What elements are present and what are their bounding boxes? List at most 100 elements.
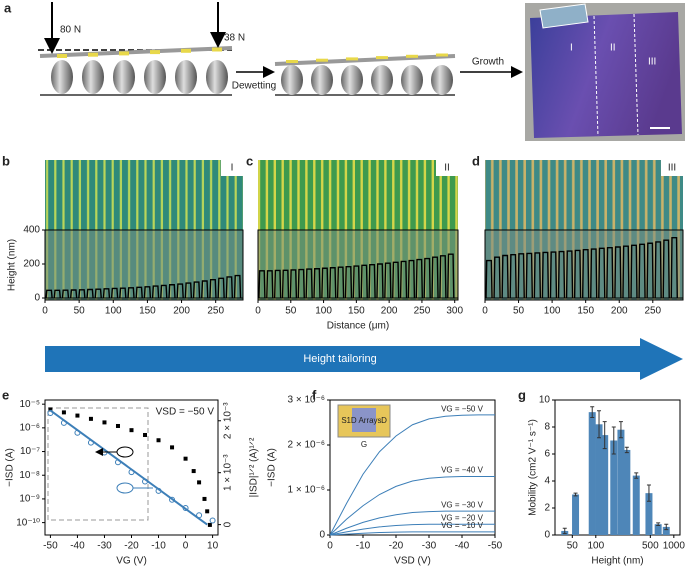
marker <box>61 410 66 415</box>
pillar <box>206 60 228 94</box>
annotation: VSD = −50 V <box>156 407 215 418</box>
x-tick-label: 100 <box>544 306 561 317</box>
droplet <box>436 53 448 57</box>
region-label: I <box>231 163 234 174</box>
x-tick-label: 250 <box>414 306 431 317</box>
marker <box>143 432 148 437</box>
bar <box>610 440 618 535</box>
profile-peak <box>151 285 160 299</box>
marker <box>197 480 202 485</box>
profile-peak <box>209 278 217 299</box>
bar <box>645 493 653 535</box>
profile-peak <box>352 265 361 299</box>
profile-peak <box>135 286 143 299</box>
inset <box>539 3 589 29</box>
profile-peak <box>336 266 345 299</box>
error-bar <box>624 446 629 454</box>
profile-peak <box>297 268 305 299</box>
profile-peak <box>94 288 102 299</box>
curve-label: VG = −20 V <box>441 513 483 522</box>
region-divider <box>593 15 599 137</box>
panel-label: c <box>246 153 253 168</box>
profile-peak <box>368 263 376 299</box>
droplet <box>346 57 358 61</box>
profile-peak <box>517 253 525 299</box>
x-axis-label: Height (nm) <box>591 556 643 567</box>
y-tick-label: 10⁻⁶ <box>19 423 40 434</box>
profile-peak <box>225 276 234 299</box>
bar <box>595 424 603 535</box>
profile-peak <box>78 289 86 299</box>
pillar <box>175 60 197 94</box>
profile-peak <box>192 281 201 299</box>
pillar <box>51 60 73 94</box>
profile-peak <box>273 269 282 299</box>
profile-peak <box>439 255 447 299</box>
profile-peak <box>501 254 509 299</box>
marker <box>170 445 175 450</box>
y-axis-label: Mobility (cm2 V⁻¹ s⁻¹) <box>528 419 539 516</box>
x-tick-label: 50 <box>513 306 525 317</box>
curve <box>329 414 495 536</box>
marker <box>183 456 188 461</box>
curve <box>329 531 495 536</box>
x-tick-label: 200 <box>611 306 628 317</box>
y-tick-label: 8 <box>544 422 550 433</box>
panel-label: g <box>518 387 526 402</box>
pillar <box>431 65 453 95</box>
profile-peak <box>590 248 598 299</box>
x-tick-label: 500 <box>642 541 659 552</box>
y-tick-label: 1 × 10⁻³ <box>223 454 234 491</box>
marker <box>88 416 93 421</box>
error-bar <box>618 421 623 439</box>
profile-peak <box>102 288 111 299</box>
profile-peak <box>384 262 392 299</box>
curve-marker <box>116 482 134 494</box>
profile-peak <box>485 259 493 299</box>
x-tick-label: 200 <box>173 306 190 317</box>
x-axis-label: VSD (V) <box>394 556 431 567</box>
droplet <box>150 50 160 55</box>
y-tick-label: 2 × 10⁻³ <box>223 402 234 439</box>
panel-label: d <box>472 153 480 168</box>
y-tick-label: 10⁻⁷ <box>20 446 40 457</box>
profile-peak <box>509 253 517 299</box>
error-bar <box>634 472 639 479</box>
profile-peak <box>447 253 455 299</box>
profile-peak <box>573 249 582 299</box>
x-tick-label: -50 <box>488 541 503 552</box>
profile-peak <box>86 288 94 299</box>
profile-peak <box>201 280 209 299</box>
y-axis-label: −ISD (A) <box>5 448 16 487</box>
x-tick-label: 0 <box>183 541 189 552</box>
x-tick-label: 250 <box>207 306 224 317</box>
curve-marker <box>116 446 134 458</box>
pillar <box>113 60 135 94</box>
y-tick-label: 10⁻⁸ <box>19 470 40 481</box>
curve-label: VG = −30 V <box>441 500 483 509</box>
error-bar <box>656 522 661 527</box>
region-box <box>661 160 683 176</box>
curve-label: VG = −50 V <box>441 404 483 413</box>
region-label: III <box>648 57 656 68</box>
marker <box>207 522 212 527</box>
bar <box>588 412 596 535</box>
marker <box>209 517 216 524</box>
marker <box>191 469 196 474</box>
x-tick-label: 1000 <box>663 541 685 552</box>
guide-box <box>47 407 149 521</box>
inset-label: 1D Arrays <box>346 416 381 425</box>
profile-peak <box>415 258 424 299</box>
region-label: I <box>570 43 573 54</box>
force-label: 38 N <box>224 33 245 44</box>
error-bar <box>597 410 602 439</box>
banner-text: Height tailoring <box>303 353 376 365</box>
profile-peak <box>431 256 439 299</box>
y-tick-label: 4 <box>544 476 550 487</box>
x-tick-label: 10 <box>207 541 219 552</box>
inset-label: G <box>361 440 367 449</box>
y-tick-label: 10⁻¹⁰ <box>16 517 40 528</box>
bar <box>601 435 609 535</box>
profile-peak <box>654 241 662 299</box>
